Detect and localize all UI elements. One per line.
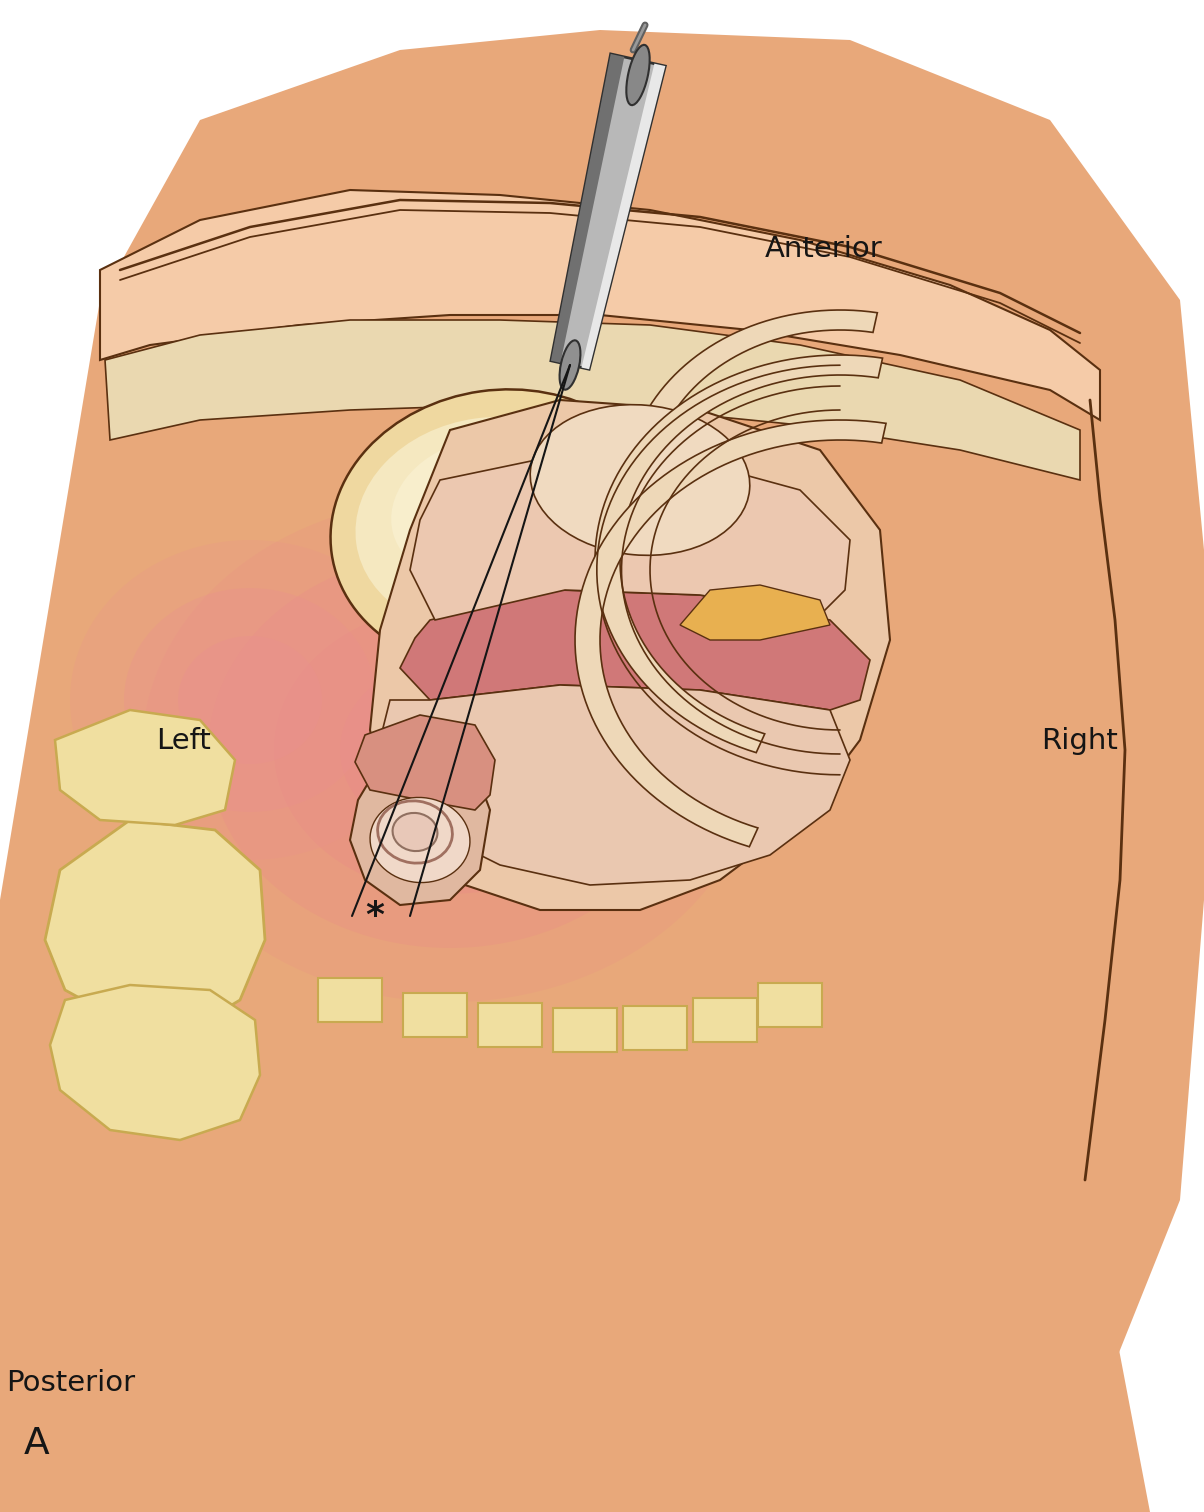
Polygon shape xyxy=(400,590,870,711)
Ellipse shape xyxy=(560,340,580,390)
Polygon shape xyxy=(55,711,235,826)
Polygon shape xyxy=(694,998,757,1042)
Ellipse shape xyxy=(340,661,560,841)
Polygon shape xyxy=(551,54,625,363)
Polygon shape xyxy=(403,993,467,1037)
Polygon shape xyxy=(350,761,490,906)
Ellipse shape xyxy=(124,588,376,812)
Ellipse shape xyxy=(355,417,625,634)
Polygon shape xyxy=(551,54,666,369)
Polygon shape xyxy=(45,820,265,1030)
Ellipse shape xyxy=(331,390,669,671)
Ellipse shape xyxy=(393,813,437,851)
Text: Right: Right xyxy=(1041,727,1119,754)
Polygon shape xyxy=(318,978,382,1022)
Polygon shape xyxy=(576,420,886,847)
Polygon shape xyxy=(553,1009,616,1052)
Ellipse shape xyxy=(391,438,568,582)
Polygon shape xyxy=(595,355,883,753)
Ellipse shape xyxy=(275,606,626,894)
Text: Posterior: Posterior xyxy=(6,1370,135,1397)
Ellipse shape xyxy=(626,45,650,106)
Ellipse shape xyxy=(370,797,470,883)
Polygon shape xyxy=(622,1005,687,1049)
Polygon shape xyxy=(51,984,260,1140)
Ellipse shape xyxy=(178,637,321,764)
Polygon shape xyxy=(370,401,890,910)
Ellipse shape xyxy=(530,405,750,555)
Polygon shape xyxy=(0,30,1204,1512)
Ellipse shape xyxy=(208,552,692,948)
Polygon shape xyxy=(680,585,830,640)
Polygon shape xyxy=(625,310,878,659)
Polygon shape xyxy=(355,715,495,810)
Polygon shape xyxy=(478,1002,542,1046)
Text: *: * xyxy=(366,900,384,933)
Polygon shape xyxy=(582,64,666,369)
Polygon shape xyxy=(411,455,850,620)
Polygon shape xyxy=(759,983,822,1027)
Text: Anterior: Anterior xyxy=(765,236,883,263)
Ellipse shape xyxy=(70,540,430,860)
Polygon shape xyxy=(380,685,850,885)
Text: A: A xyxy=(24,1426,49,1462)
Polygon shape xyxy=(0,1160,1150,1512)
Polygon shape xyxy=(100,191,1100,420)
Text: Left: Left xyxy=(157,727,212,754)
Polygon shape xyxy=(105,321,1080,479)
Ellipse shape xyxy=(142,497,759,1002)
